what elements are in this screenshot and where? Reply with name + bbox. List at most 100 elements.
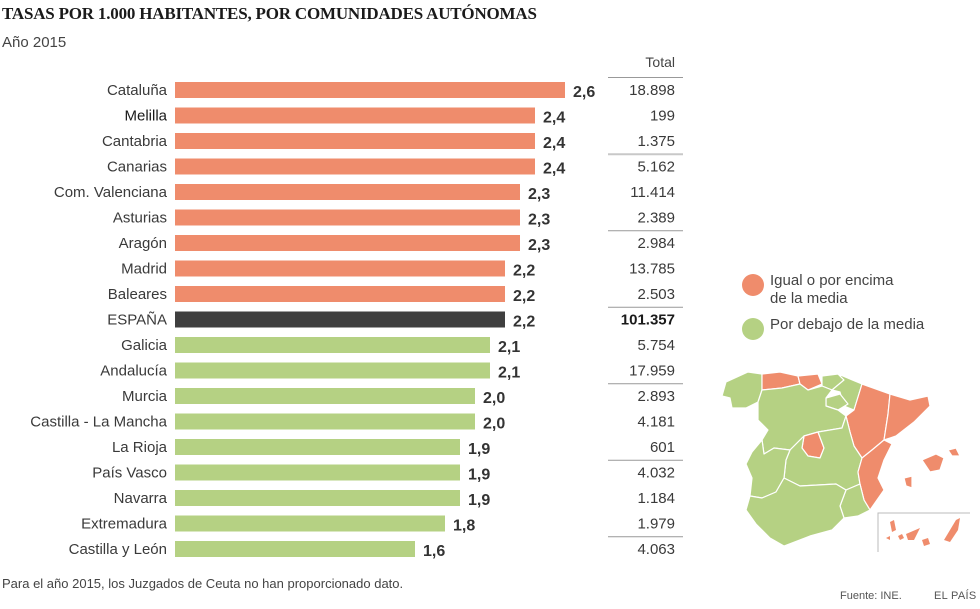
source-credit: Fuente: INE. (840, 590, 902, 602)
value-label: 2,1 (498, 339, 520, 356)
canarias-inset-frame (877, 512, 970, 552)
bar-17 (175, 515, 445, 532)
bar-9 (175, 311, 505, 328)
bar-13 (175, 413, 475, 430)
category-label: Castilla y León (69, 541, 167, 558)
legend-swatch-below (742, 318, 764, 340)
value-label: 2,4 (543, 110, 565, 127)
category-label: Com. Valenciana (54, 184, 168, 201)
value-label: 2,6 (573, 84, 595, 101)
category-label: Cataluña (107, 82, 168, 99)
bar-2 (175, 133, 535, 149)
legend-swatch-above (742, 274, 764, 296)
legend-item-above: Igual o por encima de la media (742, 272, 924, 308)
total-cell: 2.984 (637, 235, 675, 252)
map-region-andalucia (745, 477, 847, 547)
category-label: Andalucía (100, 363, 167, 380)
category-label: Navarra (114, 490, 168, 507)
chart-subtitle: Año 2015 (2, 34, 67, 51)
total-cell: 13.785 (629, 261, 675, 278)
value-label: 2,0 (483, 390, 505, 407)
total-cell: 17.959 (629, 363, 675, 380)
total-cell: 2.389 (637, 210, 675, 227)
table-header-total: Total (645, 54, 675, 70)
total-cell: 1.979 (637, 516, 675, 533)
value-label: 1,9 (468, 467, 490, 484)
brand-credit: EL PAÍS (934, 590, 977, 602)
spain-map (721, 371, 970, 552)
total-cell: 1.375 (637, 133, 675, 150)
bar-3 (175, 158, 535, 175)
bar-16 (175, 490, 460, 506)
value-label: 2,2 (513, 314, 535, 331)
bar-7 (175, 260, 505, 277)
total-cell: 4.032 (637, 465, 675, 482)
category-label: ESPAÑA (107, 312, 167, 329)
map-region-cataluna (883, 393, 931, 441)
bar-10 (175, 337, 490, 353)
bar-18 (175, 541, 415, 557)
category-label: Melilla (124, 108, 167, 125)
value-label: 2,3 (528, 237, 550, 254)
total-cell: 2.893 (637, 388, 675, 405)
map-region-cantabria (797, 373, 823, 391)
chart-title: TASAS POR 1.000 HABITANTES, POR COMUNIDA… (2, 4, 537, 23)
category-label: Baleares (108, 286, 167, 303)
bar-6 (175, 235, 520, 251)
legend-item-below: Por debajo de la media (742, 316, 925, 340)
bar-1 (175, 107, 535, 124)
map-region-canarias (886, 518, 960, 546)
legend-label-above-line1: Igual o por encima (770, 272, 894, 289)
value-label: 1,8 (453, 518, 475, 535)
bar-chart: Total Cataluña 2,6 18.898 Melilla 2,4 199 Canta… (30, 54, 683, 560)
total-cell: 4.063 (637, 541, 675, 558)
value-label: 2,2 (513, 288, 535, 305)
value-label: 2,3 (528, 212, 550, 229)
bar-15 (175, 464, 460, 481)
category-label: Murcia (122, 388, 168, 405)
category-label: Canarias (107, 159, 167, 176)
bar-4 (175, 184, 520, 200)
value-label: 2,4 (543, 135, 565, 152)
total-cell: 4.181 (637, 414, 675, 431)
total-cell: 11.414 (630, 184, 675, 201)
bar-14 (175, 439, 460, 455)
bar-11 (175, 362, 490, 379)
legend-label-below: Por debajo de la media (770, 316, 925, 333)
total-cell: 2.503 (637, 286, 675, 303)
category-label: Aragón (119, 235, 167, 252)
value-label: 1,6 (423, 543, 445, 560)
total-cell: 601 (650, 439, 675, 456)
map-region-baleares (903, 447, 961, 489)
category-label: Castilla - La Mancha (30, 414, 167, 431)
category-label: La Rioja (112, 439, 168, 456)
category-label: País Vasco (92, 465, 167, 482)
total-cell: 101.357 (621, 312, 675, 329)
map-region-galicia (721, 371, 763, 409)
value-label: 2,0 (483, 416, 505, 433)
value-label: 2,2 (513, 263, 535, 280)
legend-label-above-line2: de la media (770, 290, 848, 307)
category-label: Extremadura (81, 516, 168, 533)
value-label: 2,3 (528, 186, 550, 203)
value-label: 1,9 (468, 441, 490, 458)
map-region-valencia (857, 439, 893, 511)
value-label: 1,9 (468, 492, 490, 509)
category-label: Galicia (121, 337, 168, 354)
footnote: Para el año 2015, los Juzgados de Ceuta … (2, 576, 404, 591)
bar-0 (175, 82, 565, 98)
value-label: 2,4 (543, 161, 565, 178)
legend: Igual o por encima de la media Por debaj… (742, 272, 924, 342)
bar-5 (175, 209, 520, 226)
total-cell: 5.162 (637, 159, 675, 176)
total-cell: 1.184 (637, 490, 675, 507)
bar-8 (175, 286, 505, 302)
category-label: Madrid (121, 261, 167, 278)
category-label: Cantabria (102, 133, 168, 150)
bar-12 (175, 388, 475, 404)
total-cell: 18.898 (629, 82, 675, 99)
category-label: Asturias (113, 210, 167, 227)
total-cell: 199 (650, 108, 675, 125)
total-cell: 5.754 (637, 337, 675, 354)
value-label: 2,1 (498, 365, 520, 382)
